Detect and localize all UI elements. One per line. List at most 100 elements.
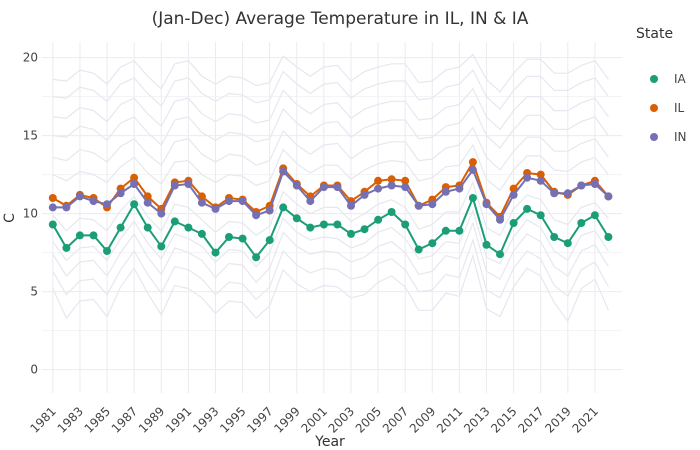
- data-point-ia[interactable]: [387, 208, 396, 216]
- data-point-il[interactable]: [401, 176, 410, 185]
- data-point-ia[interactable]: [157, 242, 166, 251]
- data-point-ia[interactable]: [414, 245, 423, 254]
- data-point-in[interactable]: [62, 203, 71, 212]
- data-point-ia[interactable]: [360, 225, 369, 234]
- data-point-ia[interactable]: [455, 226, 464, 235]
- data-point-in[interactable]: [211, 204, 220, 213]
- data-point-in[interactable]: [279, 167, 288, 176]
- data-point-in[interactable]: [455, 184, 464, 193]
- data-point-ia[interactable]: [604, 233, 613, 241]
- data-point-ia[interactable]: [225, 233, 233, 241]
- data-point-ia[interactable]: [48, 220, 57, 229]
- data-point-ia[interactable]: [319, 220, 328, 229]
- data-point-ia[interactable]: [509, 219, 518, 227]
- data-point-ia[interactable]: [279, 203, 288, 212]
- data-point-il[interactable]: [468, 158, 477, 167]
- data-point-il[interactable]: [130, 173, 139, 182]
- data-point-in[interactable]: [184, 180, 193, 188]
- data-point-in[interactable]: [75, 192, 84, 201]
- data-point-ia[interactable]: [577, 219, 586, 227]
- data-point-in[interactable]: [604, 192, 613, 201]
- data-point-in[interactable]: [265, 206, 274, 215]
- data-point-in[interactable]: [333, 183, 342, 192]
- background-series-lines: [52, 53, 609, 323]
- data-point-in[interactable]: [116, 189, 125, 198]
- data-point-ia[interactable]: [75, 231, 84, 240]
- data-point-in[interactable]: [509, 190, 518, 199]
- data-point-in[interactable]: [577, 181, 586, 190]
- data-point-ia[interactable]: [441, 226, 450, 235]
- data-point-in[interactable]: [387, 181, 396, 190]
- y-tick-label: 10: [23, 207, 38, 221]
- data-point-ia[interactable]: [306, 223, 315, 232]
- data-point-ia[interactable]: [374, 215, 383, 224]
- data-point-in[interactable]: [550, 189, 559, 198]
- data-point-in[interactable]: [441, 187, 450, 196]
- data-point-in[interactable]: [468, 165, 477, 174]
- data-point-in[interactable]: [157, 209, 166, 218]
- x-tick-label: 1999: [271, 404, 302, 435]
- data-point-ia[interactable]: [523, 204, 532, 213]
- data-point-in[interactable]: [103, 200, 111, 209]
- data-point-il[interactable]: [48, 194, 57, 202]
- data-point-in[interactable]: [197, 198, 206, 207]
- data-point-in[interactable]: [482, 200, 491, 209]
- data-point-in[interactable]: [48, 203, 57, 212]
- data-point-il[interactable]: [509, 184, 518, 193]
- data-point-ia[interactable]: [333, 220, 342, 229]
- data-point-in[interactable]: [496, 215, 504, 224]
- data-point-in[interactable]: [89, 197, 98, 206]
- data-point-in[interactable]: [536, 176, 545, 185]
- data-point-in[interactable]: [238, 197, 247, 206]
- data-point-ia[interactable]: [62, 243, 71, 252]
- data-point-in[interactable]: [401, 183, 410, 192]
- data-point-il[interactable]: [536, 170, 545, 179]
- data-point-in[interactable]: [130, 180, 139, 188]
- data-point-ia[interactable]: [89, 231, 98, 240]
- data-point-in[interactable]: [319, 183, 328, 192]
- data-point-ia[interactable]: [143, 223, 152, 232]
- data-point-ia[interactable]: [170, 217, 179, 226]
- data-point-in[interactable]: [414, 201, 423, 210]
- data-point-ia[interactable]: [590, 211, 599, 220]
- background-series-line: [52, 221, 609, 284]
- data-point-ia[interactable]: [238, 234, 247, 243]
- data-point-in[interactable]: [428, 200, 437, 209]
- data-point-ia[interactable]: [428, 239, 437, 248]
- data-point-ia[interactable]: [116, 223, 125, 232]
- data-point-ia[interactable]: [130, 200, 139, 209]
- data-point-in[interactable]: [252, 211, 261, 220]
- data-point-ia[interactable]: [197, 229, 206, 238]
- data-point-ia[interactable]: [252, 253, 261, 262]
- data-point-ia[interactable]: [496, 250, 504, 259]
- data-point-ia[interactable]: [265, 236, 274, 245]
- data-point-ia[interactable]: [103, 247, 111, 255]
- data-point-in[interactable]: [225, 197, 233, 206]
- data-point-ia[interactable]: [184, 223, 193, 232]
- legend-swatch-in: [650, 133, 658, 141]
- data-point-in[interactable]: [360, 190, 369, 199]
- data-point-in[interactable]: [374, 184, 383, 193]
- background-series-line: [52, 238, 609, 301]
- data-point-ia[interactable]: [292, 214, 301, 223]
- data-point-in[interactable]: [306, 197, 315, 206]
- data-point-in[interactable]: [563, 189, 572, 198]
- data-point-ia[interactable]: [347, 229, 355, 238]
- data-point-in[interactable]: [143, 198, 152, 207]
- data-point-in[interactable]: [590, 180, 599, 188]
- data-point-il[interactable]: [374, 176, 383, 185]
- x-tick-label: 1987: [109, 404, 140, 435]
- data-point-ia[interactable]: [550, 233, 559, 241]
- data-point-ia[interactable]: [468, 194, 477, 202]
- data-point-il[interactable]: [387, 175, 396, 184]
- data-point-in[interactable]: [347, 201, 355, 210]
- data-point-ia[interactable]: [563, 239, 572, 248]
- data-point-in[interactable]: [523, 173, 532, 182]
- data-point-ia[interactable]: [536, 211, 545, 220]
- data-point-ia[interactable]: [211, 248, 220, 257]
- background-series-line: [52, 208, 609, 268]
- data-point-ia[interactable]: [401, 220, 410, 229]
- data-point-in[interactable]: [170, 181, 179, 190]
- data-point-ia[interactable]: [482, 240, 491, 249]
- data-point-in[interactable]: [292, 181, 301, 190]
